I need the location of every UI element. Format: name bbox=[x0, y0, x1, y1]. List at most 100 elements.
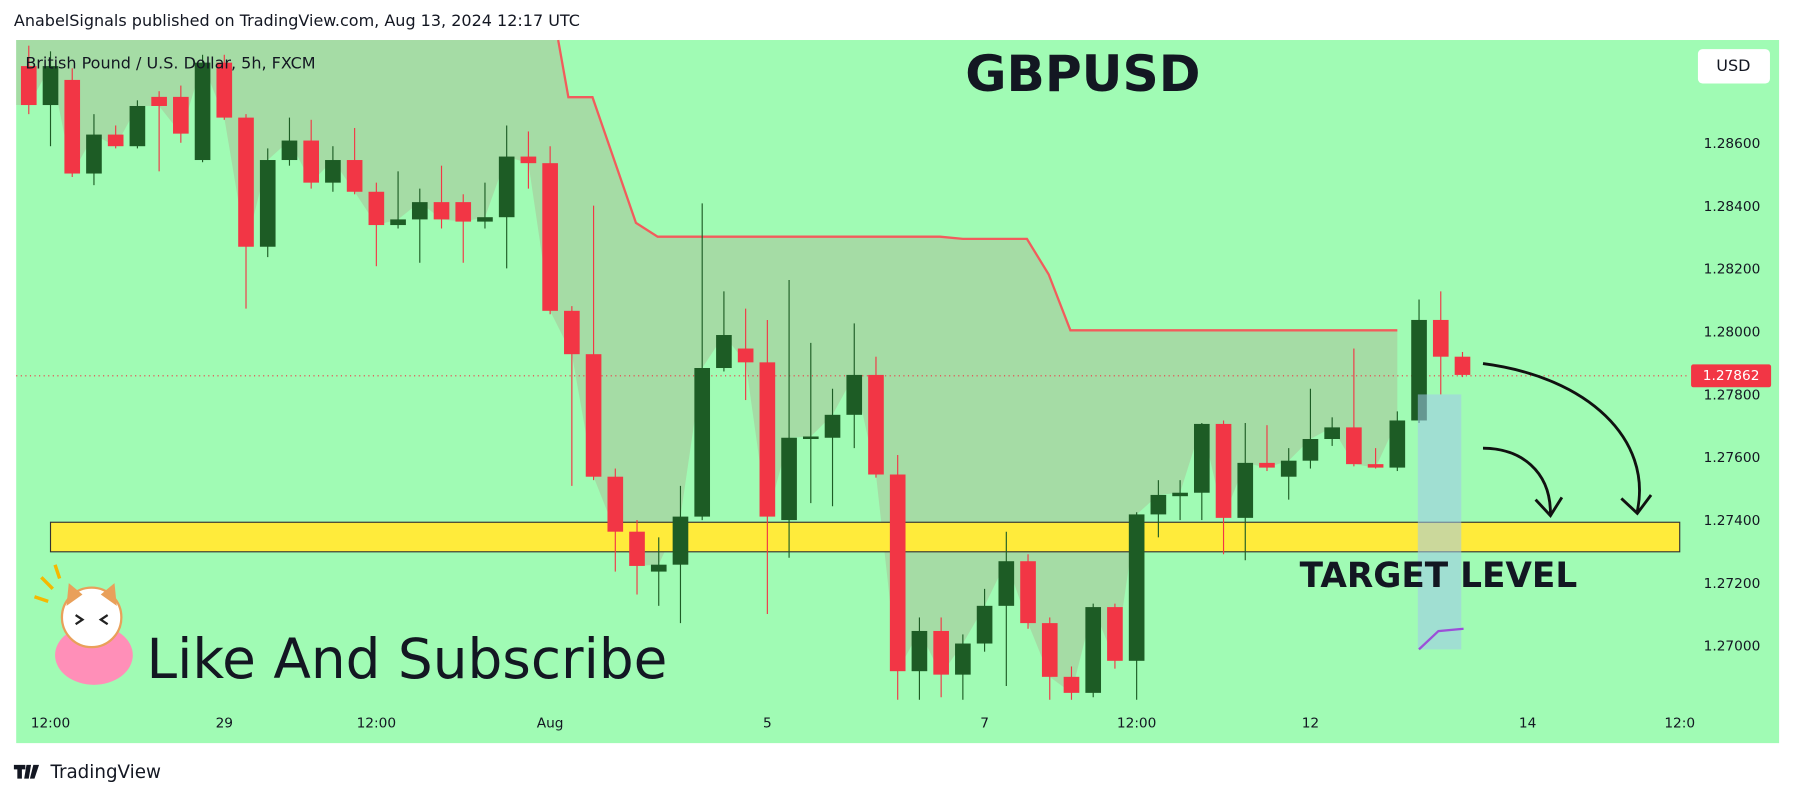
candle-body bbox=[303, 140, 320, 183]
candle-body bbox=[498, 156, 515, 218]
candle-body bbox=[1324, 427, 1340, 440]
candle-body bbox=[889, 474, 906, 672]
mascot-head bbox=[60, 586, 123, 649]
candle-body bbox=[64, 79, 81, 174]
candle-body bbox=[694, 368, 711, 517]
arrow-head bbox=[1620, 494, 1653, 516]
candle-body bbox=[1389, 420, 1406, 468]
candle-body bbox=[607, 476, 624, 532]
chart-title: GBPUSD bbox=[965, 44, 1200, 103]
candle-body bbox=[1215, 423, 1232, 518]
y-tick-label: 1.27200 bbox=[1704, 576, 1761, 592]
candle-body bbox=[86, 134, 102, 174]
candle-body bbox=[151, 96, 167, 106]
candle-body bbox=[129, 105, 146, 147]
y-tick-label: 1.27600 bbox=[1704, 450, 1761, 466]
candle-body bbox=[42, 66, 59, 106]
candle-body bbox=[194, 62, 211, 161]
candle-body bbox=[325, 160, 341, 183]
x-tick-label: 5 bbox=[763, 716, 772, 732]
candle-body bbox=[173, 96, 189, 134]
candle-body bbox=[585, 354, 602, 477]
candle-body bbox=[1041, 623, 1058, 677]
candle-body bbox=[1259, 462, 1275, 468]
candle-body bbox=[216, 62, 233, 118]
x-tick-label: 29 bbox=[216, 716, 233, 732]
y-tick-label: 1.27400 bbox=[1704, 513, 1761, 529]
candle-body bbox=[737, 348, 754, 363]
candle-body bbox=[1302, 439, 1319, 461]
candle-body bbox=[955, 643, 971, 675]
x-tick-label: 12:00 bbox=[31, 716, 70, 732]
mascot-sparks bbox=[33, 564, 62, 603]
symbol-subtitle: British Pound / U.S. Dollar, 5h, FXCM bbox=[25, 54, 315, 73]
candle-body bbox=[411, 202, 428, 220]
candle-body bbox=[346, 160, 363, 192]
plot bbox=[16, 39, 1690, 700]
x-tick-label: 14 bbox=[1519, 716, 1536, 732]
subscribe-annotation: Like And Subscribe bbox=[147, 627, 668, 691]
candle-body bbox=[564, 310, 580, 355]
candle-body bbox=[433, 202, 450, 220]
arrow-head bbox=[1534, 496, 1564, 518]
candle-body bbox=[281, 140, 298, 161]
candle-body bbox=[1193, 423, 1210, 493]
candle-body bbox=[542, 163, 558, 311]
candle-body bbox=[1237, 462, 1254, 518]
candle-body bbox=[1150, 494, 1167, 515]
target-zone bbox=[49, 521, 1681, 553]
candle-body bbox=[368, 191, 385, 226]
y-tick-label: 1.27800 bbox=[1704, 387, 1761, 403]
x-tick-label: Aug bbox=[537, 716, 564, 732]
candle-body bbox=[824, 414, 841, 438]
candle-body bbox=[1280, 460, 1297, 477]
indicator-line bbox=[557, 39, 1398, 332]
candle-body bbox=[650, 564, 667, 572]
arrow bbox=[1482, 362, 1641, 512]
candle-body bbox=[455, 202, 472, 222]
candle-body bbox=[259, 160, 276, 247]
logo-mark bbox=[13, 764, 40, 779]
currency-button[interactable] bbox=[1697, 49, 1770, 84]
y-tick-label: 1.28200 bbox=[1704, 262, 1761, 278]
candle-body bbox=[1107, 607, 1123, 661]
arrow bbox=[1482, 446, 1552, 514]
candle-body bbox=[976, 605, 993, 644]
y-tick-label: 1.28000 bbox=[1704, 325, 1761, 341]
last-price-label: 1.27862 bbox=[1703, 368, 1760, 384]
candle-body bbox=[868, 374, 884, 475]
candle-body bbox=[477, 217, 493, 222]
target-annotation: TARGET LEVEL bbox=[1300, 556, 1578, 596]
x-tick-label: 12:0 bbox=[1664, 716, 1695, 732]
x-tick-label: 12:00 bbox=[1117, 716, 1157, 732]
y-tick-label: 1.28400 bbox=[1704, 199, 1761, 215]
y-tick-label: 1.28600 bbox=[1704, 136, 1761, 152]
x-tick-label: 7 bbox=[980, 716, 989, 732]
candle-body bbox=[1085, 607, 1102, 693]
mascot-eyes bbox=[75, 614, 109, 626]
candle-body bbox=[20, 66, 37, 106]
candle-body bbox=[1063, 676, 1080, 693]
candle-body bbox=[911, 630, 928, 672]
candle-body bbox=[933, 630, 949, 675]
candle-body bbox=[802, 436, 819, 440]
candle-body bbox=[1367, 464, 1384, 468]
x-tick-label: 12:00 bbox=[357, 716, 397, 732]
candle-body bbox=[390, 219, 406, 226]
currency-label[interactable]: USD bbox=[1716, 56, 1750, 75]
y-tick-label: 1.27000 bbox=[1704, 639, 1761, 655]
candle-body bbox=[672, 516, 689, 565]
candle-body bbox=[520, 156, 537, 164]
x-tick-label: 12 bbox=[1302, 716, 1319, 732]
candle-body bbox=[1454, 356, 1471, 375]
candle-body bbox=[846, 374, 863, 415]
projection-line bbox=[1418, 627, 1464, 651]
candle-body bbox=[716, 335, 732, 369]
candle-body bbox=[107, 134, 124, 147]
brand-name: TradingView bbox=[49, 762, 161, 783]
mascot bbox=[33, 564, 133, 685]
candle-body bbox=[1128, 514, 1145, 661]
candle-body bbox=[1172, 492, 1188, 497]
